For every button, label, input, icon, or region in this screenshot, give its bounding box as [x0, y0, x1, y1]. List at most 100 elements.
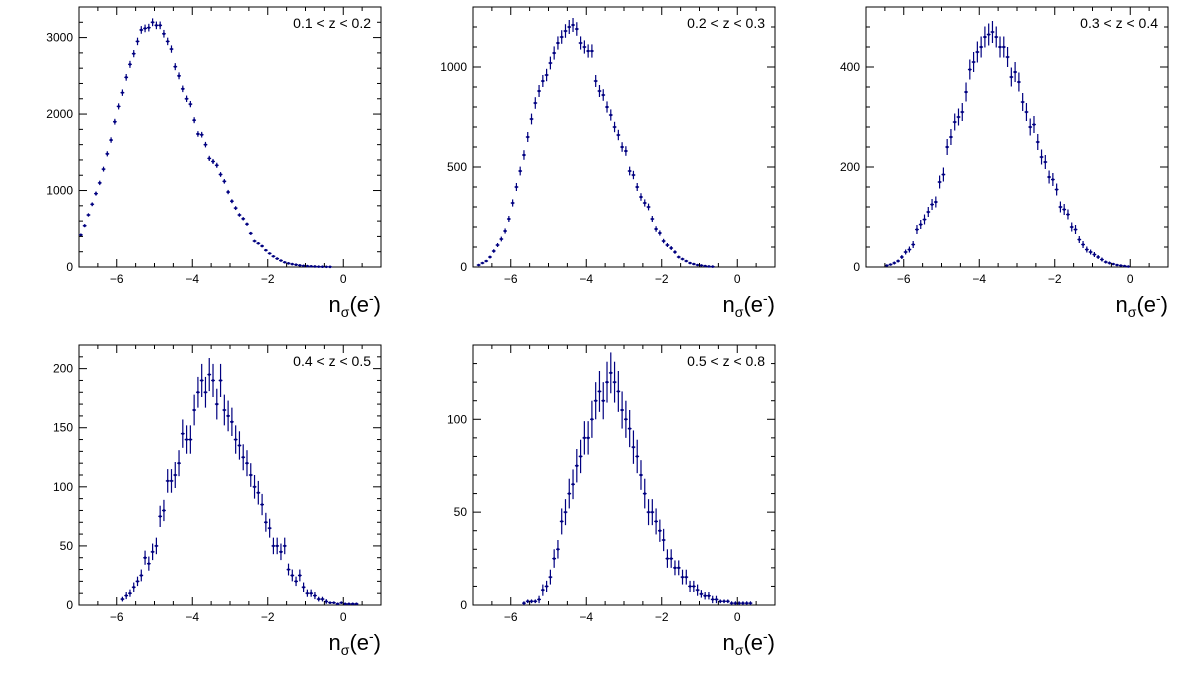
point-marker — [1028, 125, 1032, 129]
data-point — [537, 85, 541, 97]
data-point — [661, 238, 666, 244]
point-marker — [275, 544, 279, 548]
data-point — [286, 563, 291, 576]
data-point — [297, 264, 302, 267]
x-tick-label: −4 — [185, 610, 199, 624]
point-marker — [211, 160, 215, 163]
point-marker — [306, 264, 309, 268]
point-marker — [594, 79, 597, 83]
data-point — [218, 363, 223, 397]
point-marker — [355, 602, 358, 606]
point-marker — [170, 479, 173, 483]
point-marker — [567, 25, 571, 29]
x-tick-label: −6 — [504, 610, 518, 624]
point-marker — [1002, 45, 1006, 49]
data-point — [131, 50, 136, 58]
data-point — [718, 599, 723, 604]
data-point — [605, 361, 609, 403]
data-point — [907, 246, 912, 253]
point-marker — [260, 503, 264, 506]
point-marker — [147, 26, 151, 29]
point-marker — [189, 438, 192, 441]
data-point — [582, 421, 587, 455]
data-point — [1092, 252, 1097, 257]
data-point — [896, 259, 900, 263]
y-tick-label: 500 — [447, 160, 467, 174]
point-marker — [635, 185, 639, 189]
point-marker — [666, 557, 669, 560]
point-marker — [911, 243, 915, 246]
data-point — [1084, 246, 1089, 253]
point-marker — [518, 169, 522, 173]
data-point — [90, 202, 95, 207]
data-point — [305, 589, 310, 597]
point-marker — [688, 261, 692, 265]
data-point — [347, 602, 351, 606]
data-point — [339, 601, 344, 604]
data-point — [593, 382, 598, 420]
x-tick-label: −6 — [110, 610, 124, 624]
point-marker — [669, 246, 673, 250]
data-point — [688, 580, 692, 592]
point-marker — [196, 390, 200, 394]
point-marker — [1062, 208, 1066, 211]
point-marker — [628, 427, 631, 430]
point-marker — [192, 408, 196, 412]
point-marker — [662, 239, 665, 243]
point-marker — [321, 265, 324, 268]
x-tick-label: 0 — [734, 272, 741, 286]
data-point — [282, 260, 287, 264]
data-point — [230, 199, 234, 204]
data-point — [203, 376, 208, 408]
data-point — [286, 262, 291, 265]
data-point — [941, 167, 946, 182]
point-marker — [249, 473, 253, 477]
data-point — [1088, 249, 1093, 255]
data-point — [650, 499, 655, 526]
data-point — [714, 595, 719, 604]
point-marker — [624, 149, 628, 153]
data-point — [937, 175, 942, 189]
point-marker — [957, 115, 960, 119]
data-point — [301, 582, 306, 592]
data-point — [320, 265, 325, 268]
point-marker — [1066, 213, 1070, 216]
point-marker — [211, 379, 215, 382]
data-point — [1111, 262, 1116, 266]
point-marker — [324, 600, 328, 603]
point-marker — [991, 30, 994, 34]
data-point — [226, 189, 230, 195]
data-point — [601, 89, 606, 101]
point-marker — [635, 455, 639, 458]
point-marker — [313, 265, 317, 268]
point-marker — [730, 601, 733, 605]
data-point — [245, 450, 249, 477]
y-tick-label: 1000 — [440, 60, 467, 74]
point-marker — [185, 97, 188, 101]
point-marker — [290, 262, 294, 266]
data-point — [733, 601, 738, 605]
point-marker — [268, 252, 271, 255]
point-marker — [492, 249, 496, 253]
data-point — [657, 519, 662, 542]
y-tick-label: 100 — [53, 480, 73, 494]
point-marker — [279, 259, 283, 262]
data-point — [188, 100, 193, 108]
data-point — [529, 599, 534, 604]
point-marker — [983, 35, 987, 39]
data-point — [241, 444, 246, 471]
data-point — [350, 602, 355, 606]
data-point — [169, 45, 174, 53]
data-point — [271, 254, 276, 258]
data-points — [476, 18, 715, 268]
point-marker — [617, 390, 620, 393]
x-tick-label: 0 — [1127, 272, 1134, 286]
point-marker — [306, 591, 309, 595]
x-tick-label: −4 — [972, 272, 986, 286]
point-marker — [590, 417, 594, 421]
data-point — [1020, 93, 1025, 111]
data-point — [245, 222, 249, 226]
data-point — [199, 363, 204, 397]
data-point — [665, 243, 670, 247]
point-marker — [681, 257, 684, 261]
